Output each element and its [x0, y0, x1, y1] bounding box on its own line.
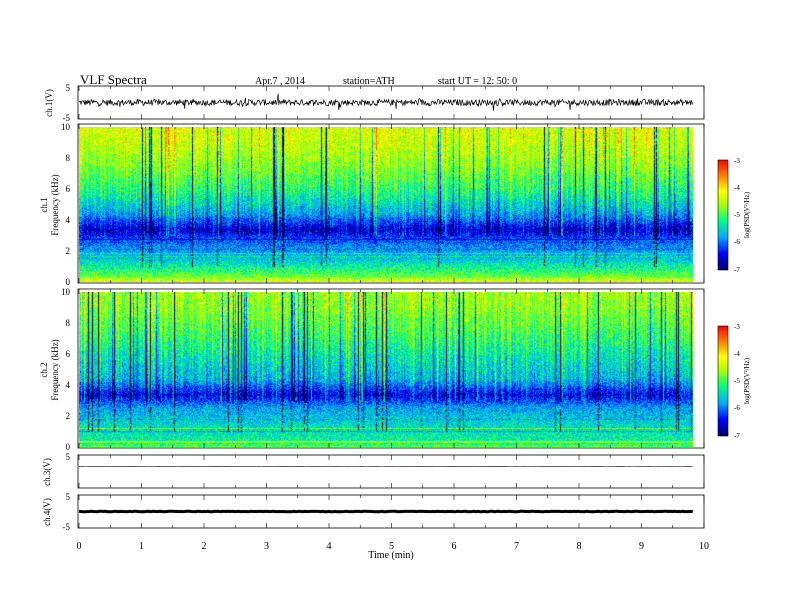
- ch2-ytick-8: 8: [66, 318, 71, 328]
- ch1-colorbar-label: log(PSD(V²/Hz): [743, 191, 751, 238]
- ch1-colorbar-tick-7: -7: [734, 266, 740, 274]
- ch2-colorbar-tick-3: -3: [734, 323, 740, 331]
- date-label: Apr.7 , 2014: [255, 76, 305, 87]
- ch3-waveform-ytick-top: 5: [66, 452, 71, 462]
- ch2-ytick-10: 10: [61, 287, 71, 297]
- start-time-label: start UT = 12: 50: 0: [438, 76, 517, 87]
- ch1-spectrogram-image: [79, 127, 693, 282]
- ch3-waveform-ylabel: ch.3(V): [42, 458, 52, 486]
- ch1-waveform-ytick-bottom: -5: [63, 113, 71, 123]
- ch1-ytick-6: 6: [66, 184, 71, 194]
- ch4-waveform-ytick-top: 5: [66, 492, 71, 502]
- ch2-ytick-0: 0: [66, 442, 71, 452]
- x-axis-label: Time (min): [368, 550, 413, 561]
- x-axis-tick-labels: 0 1 2 3 4 5 6 7 8 9 10: [77, 541, 710, 552]
- ch1-frequency-ylabel: Frequency (kHz): [50, 174, 60, 235]
- xtick-9: 9: [639, 541, 644, 552]
- ch1-waveform-panel: 5 -5 ch.1(V): [44, 83, 705, 123]
- ch3-waveform-panel: 5 ch.3(V): [42, 452, 705, 489]
- ch1-ytick-10: 10: [61, 122, 71, 132]
- xtick-6: 6: [452, 541, 457, 552]
- ch1-waveform-ytick-top: 5: [66, 83, 71, 93]
- ch2-spectrogram-image: [79, 292, 693, 447]
- xtick-7: 7: [514, 541, 519, 552]
- ch1-colorbar-tick-6: -6: [734, 238, 740, 246]
- xtick-5: 5: [389, 541, 394, 552]
- ch4-waveform-ytick-bottom: -5: [63, 522, 71, 532]
- ch2-channel-label: ch.2: [39, 362, 49, 377]
- ch1-colorbar-tick-4: -4: [734, 184, 740, 192]
- ch1-ytick-8: 8: [66, 153, 71, 163]
- ch1-ytick-0: 0: [66, 277, 71, 287]
- xtick-2: 2: [202, 541, 207, 552]
- ch2-spectrogram-panel: 10 8 6 4 2 0 ch.2 Frequency (kHz) -3 -4 …: [39, 287, 751, 452]
- ch1-spectrogram-panel: 10 8 6 4 2 0 ch.1 Frequency (kHz) -3 -4 …: [39, 122, 751, 287]
- ch2-colorbar-label: log(PSD(V²/Hz): [743, 357, 751, 404]
- ch2-colorbar-tick-7: -7: [734, 432, 740, 440]
- ch2-colorbar: [717, 325, 729, 437]
- ch1-colorbar-tick-3: -3: [734, 157, 740, 165]
- xtick-8: 8: [577, 541, 582, 552]
- tick-marks: [78, 86, 705, 528]
- ch2-ytick-2: 2: [66, 411, 71, 421]
- ch2-ytick-4: 4: [66, 380, 71, 390]
- ch1-ytick-4: 4: [66, 215, 71, 225]
- ch1-colorbar-tick-5: -5: [734, 211, 740, 219]
- xtick-3: 3: [264, 541, 269, 552]
- ch1-waveform-ylabel: ch.1(V): [44, 89, 54, 117]
- xtick-10: 10: [699, 541, 709, 552]
- ch1-colorbar: [717, 159, 729, 271]
- ch2-colorbar-tick-6: -6: [734, 404, 740, 412]
- ch1-channel-label: ch.1: [39, 197, 49, 212]
- ch1-waveform-line: [78, 93, 694, 111]
- station-label: station=ATH: [343, 76, 395, 87]
- figure-title: VLF Spectra: [80, 72, 147, 87]
- ch2-colorbar-tick-5: -5: [734, 377, 740, 385]
- ch1-ytick-2: 2: [66, 246, 71, 256]
- ch4-waveform-ylabel: ch.4(V): [42, 498, 52, 526]
- xtick-0: 0: [77, 541, 82, 552]
- ch4-waveform-panel: 5 -5 ch.4(V): [42, 492, 705, 532]
- ch2-colorbar-tick-4: -4: [734, 350, 740, 358]
- xtick-1: 1: [139, 541, 144, 552]
- ch2-ytick-6: 6: [66, 349, 71, 359]
- xtick-4: 4: [327, 541, 332, 552]
- ch2-frequency-ylabel: Frequency (kHz): [50, 339, 60, 400]
